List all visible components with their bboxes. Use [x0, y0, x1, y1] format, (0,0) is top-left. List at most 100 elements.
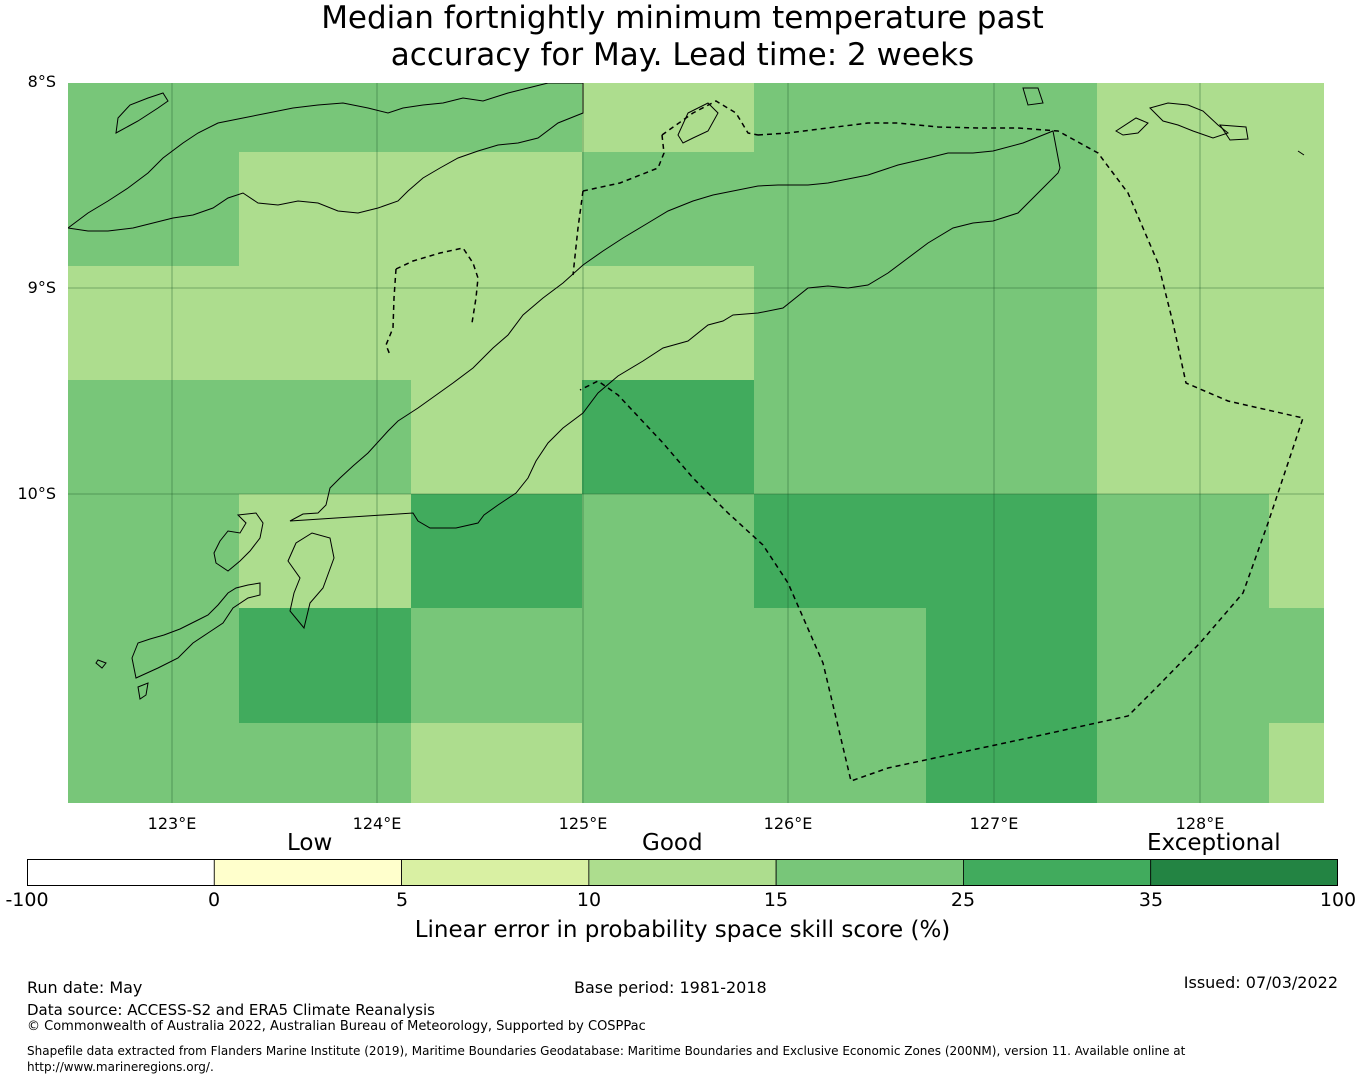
- grid-cell: [239, 723, 411, 803]
- issued-date: Issued: 07/03/2022: [1183, 973, 1338, 992]
- grid-cell: [582, 494, 754, 608]
- grid-cell: [754, 83, 926, 152]
- grid-cell: [1097, 723, 1269, 803]
- colorbar-segment: [1150, 859, 1338, 886]
- tick-label: -100: [5, 889, 49, 911]
- grid-cell: [754, 266, 926, 380]
- grid-cell: [754, 380, 926, 494]
- title-line-2: accuracy for May. Lead time: 2 weeks: [390, 37, 975, 73]
- lon-label-123e: 123°E: [147, 814, 197, 833]
- grid-cell: [411, 723, 582, 803]
- graticule: [68, 83, 1324, 803]
- lon-label-127e: 127°E: [969, 814, 1019, 833]
- tick-label: 25: [950, 889, 976, 911]
- grid-cell: [754, 608, 926, 723]
- data-source: Data source: ACCESS-S2 and ERA5 Climate …: [27, 1001, 435, 1019]
- map-title: Median fortnightly minimum temperature p…: [0, 0, 1365, 74]
- grid-cell: [1269, 723, 1324, 803]
- category-low: Low: [287, 830, 333, 856]
- grid-cell: [411, 608, 582, 723]
- grid-cell: [926, 723, 1097, 803]
- grid-cell: [239, 608, 411, 723]
- grid-cell: [411, 494, 582, 608]
- grid-cell: [411, 83, 582, 152]
- grid-cells: [68, 83, 1324, 803]
- grid-cell: [239, 83, 411, 152]
- grid-cell: [582, 608, 754, 723]
- grid-cell: [411, 266, 582, 380]
- grid-cell: [754, 152, 926, 266]
- eez-boundary: [385, 100, 1304, 782]
- grid-cell: [754, 494, 926, 608]
- grid-cell: [68, 380, 239, 494]
- lat-label-10s: 10°S: [17, 484, 56, 503]
- grid-cell: [582, 152, 754, 266]
- colorbar-segment: [213, 859, 402, 886]
- grid-cell: [926, 380, 1097, 494]
- grid-cell: [411, 152, 582, 266]
- grid-cell: [582, 380, 754, 494]
- grid-cell: [1097, 494, 1269, 608]
- colorbar-segments: [27, 859, 1338, 886]
- grid-cell: [754, 723, 926, 803]
- shapefile-credit-line-1: Shapefile data extracted from Flanders M…: [27, 1044, 1186, 1058]
- lat-label-8s: 8°S: [27, 72, 56, 91]
- grid-cell: [239, 152, 411, 266]
- base-period: Base period: 1981-2018: [574, 978, 767, 997]
- colorbar-segment: [963, 859, 1152, 886]
- grid-cell: [582, 266, 754, 380]
- coastlines: [66, 82, 1305, 700]
- grid-cell: [68, 723, 239, 803]
- shapefile-credit: Shapefile data extracted from Flanders M…: [27, 1043, 1227, 1075]
- grid-cell: [68, 494, 239, 608]
- tick-label: 0: [207, 889, 221, 911]
- grid-cell: [1097, 380, 1269, 494]
- grid-cell: [1269, 152, 1324, 266]
- grid-cell: [68, 152, 239, 266]
- grid-cell: [1097, 608, 1269, 723]
- tick-label: 10: [576, 889, 602, 911]
- colorbar-segment: [588, 859, 777, 886]
- tick-label: 5: [395, 889, 409, 911]
- shapefile-credit-line-2: http://www.marineregions.org/.: [27, 1060, 214, 1074]
- grid-cell: [926, 152, 1097, 266]
- lon-label-125e: 125°E: [558, 814, 608, 833]
- grid-cell: [926, 266, 1097, 380]
- grid-cell: [1097, 266, 1269, 380]
- grid-cell: [582, 723, 754, 803]
- skill-map: [66, 82, 1324, 803]
- grid-cell: [1269, 608, 1324, 723]
- grid-cell: [926, 608, 1097, 723]
- copyright: © Commonwealth of Australia 2022, Austra…: [27, 1019, 646, 1034]
- tick-label: 15: [763, 889, 789, 911]
- grid-cell: [1269, 494, 1324, 608]
- colorbar-segment: [775, 859, 964, 886]
- colorbar-segment: [27, 859, 215, 886]
- colorbar: [27, 859, 1338, 886]
- grid-cell: [926, 494, 1097, 608]
- lon-label-128e: 128°E: [1175, 814, 1225, 833]
- grid-cell: [1097, 152, 1269, 266]
- run-date: Run date: May: [27, 978, 143, 997]
- lon-label-126e: 126°E: [763, 814, 813, 833]
- grid-cell: [926, 83, 1097, 152]
- tick-label: 35: [1138, 889, 1164, 911]
- grid-cell: [68, 266, 239, 380]
- lon-label-124e: 124°E: [352, 814, 402, 833]
- category-exceptional: Exceptional: [1147, 830, 1281, 856]
- colorbar-segment: [401, 859, 590, 886]
- grid-cell: [68, 608, 239, 723]
- grid-cell: [582, 83, 754, 152]
- grid-cell: [239, 380, 411, 494]
- grid-cell: [1097, 83, 1269, 152]
- grid-cell: [68, 83, 239, 152]
- grid-cell: [1269, 83, 1324, 152]
- grid-cell: [411, 380, 582, 494]
- tick-label: 100: [1319, 889, 1357, 911]
- colorbar-label: Linear error in probability space skill …: [414, 917, 951, 943]
- skill-map-canvas: [66, 82, 1324, 803]
- grid-cell: [239, 494, 411, 608]
- grid-cell: [239, 266, 411, 380]
- lat-label-9s: 9°S: [27, 278, 56, 297]
- title-line-1: Median fortnightly minimum temperature p…: [321, 0, 1044, 36]
